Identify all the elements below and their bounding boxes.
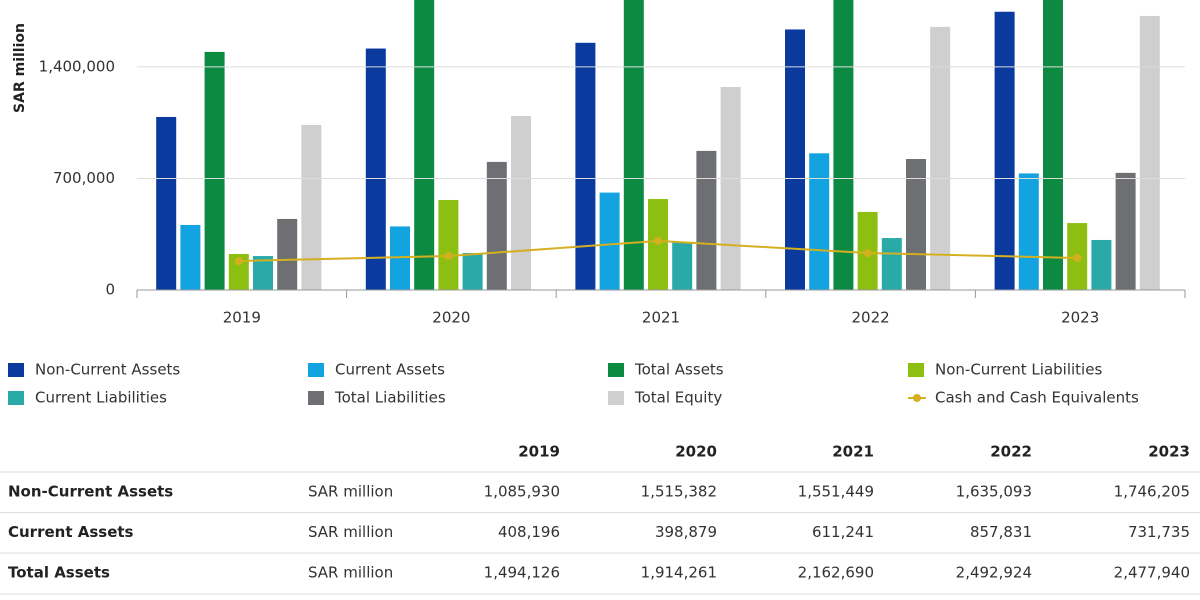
cell: 1,746,205	[1114, 483, 1190, 501]
bar	[930, 26, 951, 291]
bar	[1091, 239, 1112, 290]
row-label: Current Assets	[8, 523, 134, 541]
bar	[696, 150, 717, 290]
legend-swatch	[8, 363, 24, 377]
legend-label: Current Liabilities	[35, 389, 167, 407]
bar	[720, 87, 741, 290]
y-tick-label: 1,400,000	[39, 57, 115, 75]
bar	[994, 11, 1015, 290]
line-point	[863, 249, 872, 258]
bar	[301, 124, 322, 290]
cell: 731,735	[1128, 523, 1190, 541]
legend-label: Total Liabilities	[334, 389, 446, 407]
bar	[204, 51, 225, 291]
x-tick-label: 2022	[852, 309, 890, 327]
bar	[438, 199, 459, 290]
row-unit: SAR million	[308, 564, 393, 582]
cell: 2,477,940	[1114, 564, 1190, 582]
bar	[1043, 0, 1063, 291]
line-point	[234, 257, 243, 265]
legend-swatch	[608, 363, 624, 377]
bar	[1115, 172, 1136, 290]
table-header: 2023	[1148, 443, 1190, 461]
row-label: Non-Current Assets	[8, 483, 173, 501]
bar	[833, 0, 854, 290]
bar	[599, 192, 620, 290]
legend-label: Non-Current Assets	[35, 361, 180, 379]
legend-label: Total Equity	[634, 389, 722, 407]
bar	[180, 224, 201, 290]
bar	[253, 256, 273, 290]
line-point	[654, 236, 662, 245]
bar	[1139, 15, 1160, 291]
y-axis-label: SAR million	[12, 23, 28, 113]
row-label: Total Assets	[8, 564, 110, 582]
legend-swatch	[8, 391, 24, 405]
row-unit: SAR million	[308, 523, 393, 541]
bar	[785, 29, 805, 291]
cell: 398,879	[655, 523, 717, 541]
legend-label: Cash and Cash Equivalents	[935, 389, 1139, 407]
legend-swatch	[308, 363, 324, 377]
cell: 611,241	[812, 523, 874, 541]
cell: 1,085,930	[484, 483, 560, 501]
cell: 857,831	[970, 523, 1032, 541]
bar	[809, 153, 830, 290]
bar	[156, 116, 177, 291]
x-tick-label: 2020	[432, 309, 470, 327]
table-header: 2019	[518, 443, 560, 461]
cell: 1,551,449	[798, 483, 874, 501]
legend-label: Current Assets	[335, 361, 445, 379]
legend-swatch	[308, 391, 324, 405]
cell: 2,162,690	[798, 564, 874, 582]
bar	[462, 253, 483, 290]
y-tick-label: 700,000	[53, 169, 115, 187]
legend-label: Non-Current Liabilities	[935, 361, 1102, 379]
bar	[365, 48, 386, 291]
x-tick-label: 2023	[1061, 309, 1099, 327]
cell: 1,515,382	[641, 483, 717, 501]
x-tick-label: 2019	[223, 309, 261, 327]
bar	[228, 253, 249, 290]
cell: 408,196	[498, 523, 560, 541]
bar	[906, 159, 926, 290]
line-point	[1073, 253, 1082, 262]
legend-marker	[913, 394, 921, 402]
table-header: 2022	[990, 443, 1032, 461]
cell: 1,914,261	[641, 564, 717, 582]
table-header: 2021	[832, 443, 874, 461]
table-header: 2020	[675, 443, 717, 461]
bar	[390, 226, 410, 290]
bar	[1018, 173, 1039, 290]
bar	[486, 161, 507, 290]
bar	[277, 218, 298, 290]
y-tick-label: 0	[105, 281, 115, 299]
bar	[623, 0, 644, 291]
x-tick-label: 2021	[642, 309, 680, 327]
row-unit: SAR million	[308, 483, 393, 501]
bar	[672, 242, 693, 290]
cell: 1,635,093	[956, 483, 1032, 501]
line-point	[444, 252, 453, 261]
plot-area	[156, 0, 1160, 291]
legend-swatch	[608, 391, 624, 405]
legend-swatch	[908, 363, 924, 377]
bar	[881, 238, 902, 290]
bar	[511, 116, 531, 290]
bar	[414, 0, 435, 291]
cell: 1,494,126	[484, 564, 560, 582]
cell: 2,492,924	[956, 564, 1032, 582]
bar	[575, 42, 596, 290]
legend-label: Total Assets	[634, 361, 724, 379]
